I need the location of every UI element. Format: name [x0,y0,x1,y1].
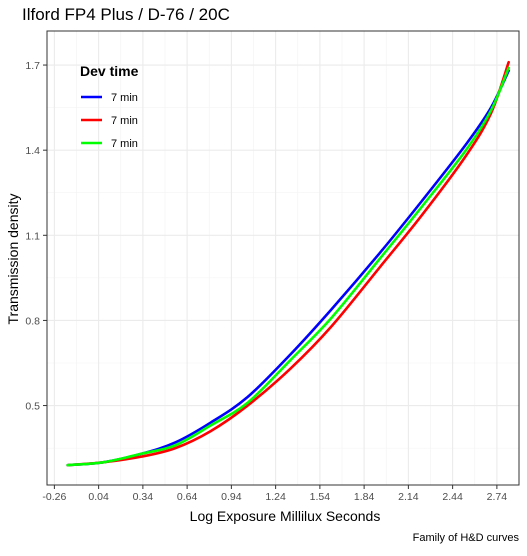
y-tick-label: 1.4 [25,145,40,157]
plot-panel [46,30,520,486]
chart-title: Ilford FP4 Plus / D-76 / 20C [22,5,230,24]
legend-label: 7 min [111,115,138,127]
x-tick-label: 0.04 [88,491,109,503]
series-layer [66,60,510,467]
x-tick-label: 1.24 [265,491,286,503]
y-tick-label: 1.1 [25,230,40,242]
y-axis-label: Transmission density [5,194,21,325]
x-axis-label: Log Exposure Millilux Seconds [190,508,381,524]
y-tick-label: 0.5 [25,401,40,413]
x-axis: -0.26 0.04 0.34 0.64 0.94 1.24 1.54 1.84 2.14 2.4… [42,485,507,503]
y-tick-label: 1.7 [25,60,40,72]
y-tick-label: 0.8 [25,315,40,327]
plot-border [46,30,520,486]
grid-major-x [53,31,498,485]
x-tick-label: 0.64 [177,491,198,503]
grid-major-y [47,64,519,407]
y-axis: 0.5 0.8 1.1 1.4 1.7 [25,60,47,413]
x-tick-label: -0.26 [42,491,66,503]
x-tick-label: 1.54 [310,491,331,503]
x-tick-label: 1.84 [354,491,375,503]
x-tick-label: 2.44 [442,491,463,503]
x-tick-label: 0.34 [133,491,154,503]
legend: Dev time 7 min 7 min 7 min [80,63,139,150]
x-tick-label: 0.94 [221,491,242,503]
legend-label: 7 min [111,92,138,104]
x-tick-label: 2.14 [398,491,419,503]
x-tick-label: 2.74 [487,491,508,503]
legend-title: Dev time [80,63,139,79]
plot-background [47,31,519,485]
series-line-3 [66,66,510,467]
series-line-2 [66,60,510,467]
legend-items: 7 min 7 min 7 min [81,92,138,150]
chart-caption: Family of H&D curves [413,532,520,544]
legend-label: 7 min [111,138,138,150]
